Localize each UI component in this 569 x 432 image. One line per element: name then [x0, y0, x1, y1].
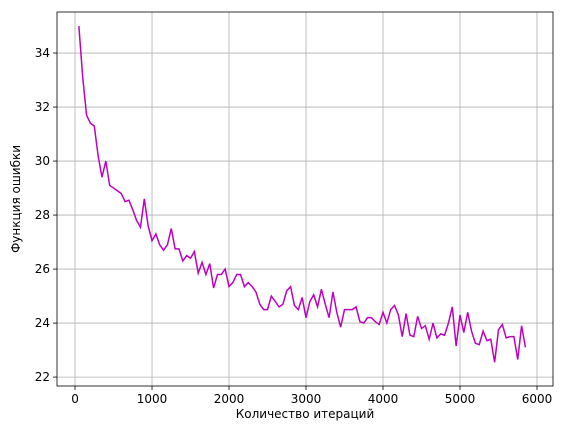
- x-tick-label: 3000: [291, 392, 322, 406]
- plot-frame: [56, 11, 554, 387]
- line: [78, 25, 527, 363]
- y-tick-label: 26: [35, 262, 50, 276]
- y-tick-label: 28: [35, 208, 50, 222]
- x-tick-label: 6000: [522, 392, 553, 406]
- y-axis-label: Функция ошибки: [9, 145, 23, 253]
- y-tick-label: 24: [35, 316, 50, 330]
- y-tick-label: 22: [35, 370, 50, 384]
- x-tick-label: 5000: [445, 392, 476, 406]
- x-tick-label: 0: [71, 392, 79, 406]
- x-tick-label: 4000: [368, 392, 399, 406]
- y-tick-label: 30: [35, 154, 50, 168]
- x-axis-label: Количество итераций: [236, 407, 375, 421]
- y-tick-label: 34: [35, 46, 50, 60]
- x-tick-label: 1000: [137, 392, 168, 406]
- y-tick-label: 32: [35, 100, 50, 114]
- x-tick-label: 2000: [214, 392, 245, 406]
